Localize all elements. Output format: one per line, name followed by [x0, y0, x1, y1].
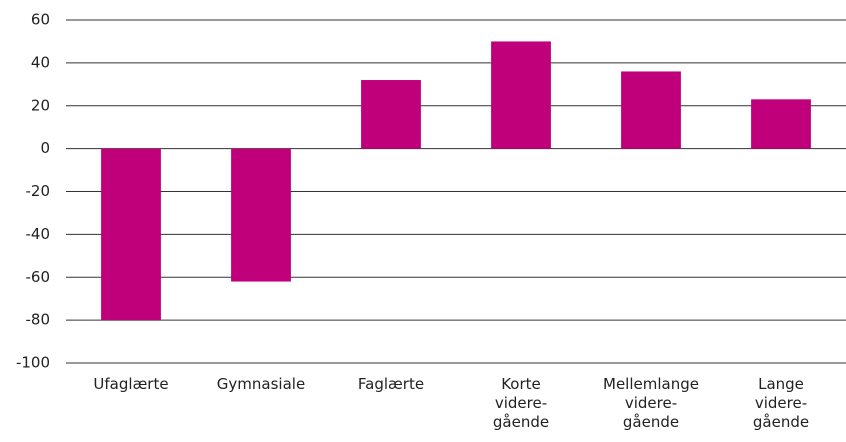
y-tick-label: 60 — [31, 11, 50, 29]
y-tick-label: -20 — [26, 182, 51, 200]
bar — [101, 148, 161, 321]
x-tick-label: Gymnasiale — [216, 375, 306, 393]
y-tick-label: 40 — [31, 53, 50, 71]
y-tick-label: -80 — [26, 311, 51, 329]
y-tick-label: -60 — [26, 268, 51, 286]
bar — [491, 41, 551, 149]
x-tick-label: Korte videre- gående — [492, 375, 550, 431]
x-tick-label: Lange videre- gående — [752, 375, 810, 431]
bar — [751, 99, 811, 149]
y-tick-label: 20 — [31, 96, 50, 114]
bar — [621, 71, 681, 149]
x-tick-label: Faglærte — [357, 375, 425, 393]
y-tick-label: -40 — [26, 225, 51, 243]
y-tick-label: 0 — [40, 139, 50, 157]
x-tick-label: Mellemlange videre- gående — [603, 375, 699, 431]
bar — [361, 80, 421, 149]
bar — [231, 148, 291, 282]
x-tick-label: Ufaglærte — [93, 375, 169, 393]
y-tick-label: -100 — [16, 354, 50, 372]
